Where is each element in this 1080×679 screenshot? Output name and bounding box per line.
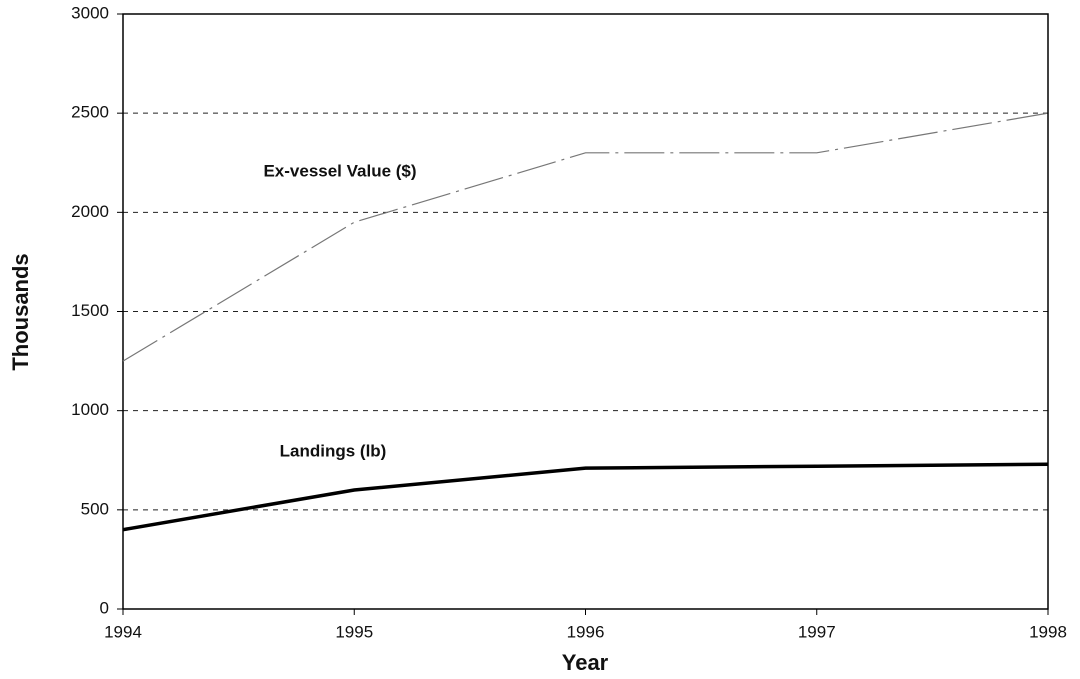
y-tick-label: 3000 — [71, 3, 109, 22]
series-line — [122, 112, 1049, 362]
series-label: Ex-vessel Value ($) — [263, 161, 416, 180]
y-tick-label: 0 — [100, 598, 109, 617]
x-axis-title: Year — [562, 650, 609, 675]
y-tick-label: 1500 — [71, 301, 109, 320]
series-label: Landings (lb) — [280, 441, 387, 460]
x-tick-label: 1996 — [567, 622, 605, 641]
y-axis-title: Thousands — [8, 253, 33, 370]
x-tick-label: 1995 — [335, 622, 373, 641]
y-tick-label: 500 — [81, 499, 109, 518]
x-tick-label: 1994 — [104, 622, 142, 641]
y-tick-label: 1000 — [71, 400, 109, 419]
x-tick-label: 1998 — [1029, 622, 1067, 641]
y-tick-label: 2500 — [71, 103, 109, 122]
y-tick-label: 2000 — [71, 202, 109, 221]
x-tick-label: 1997 — [798, 622, 836, 641]
plot-frame — [122, 13, 1049, 610]
series-line — [122, 462, 1049, 532]
